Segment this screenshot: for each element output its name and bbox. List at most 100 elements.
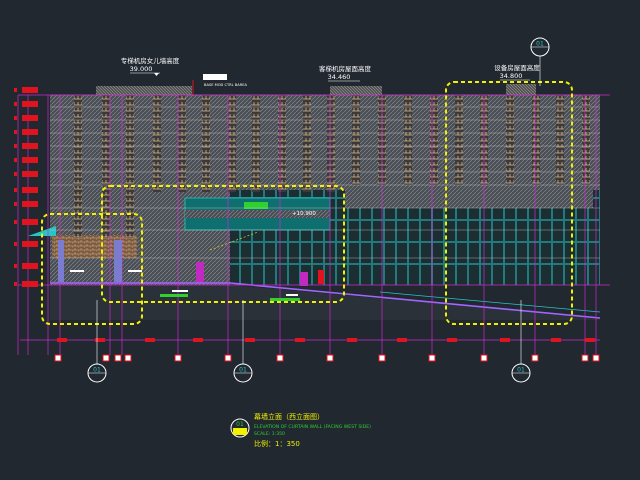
level-tick (14, 116, 17, 120)
canopy-triangle (28, 226, 56, 236)
callout-bubbles: 01 01 01 01 (87, 37, 550, 383)
building-body (28, 95, 601, 320)
green-tag (244, 202, 268, 209)
callout-bottom-2: 01 (239, 367, 247, 374)
level-marker (22, 171, 38, 177)
scale-cn: 比例：1：350 (254, 439, 300, 448)
level-marker (22, 115, 38, 121)
dimension-tick (145, 338, 155, 342)
facade-column (532, 95, 540, 185)
axis-marker (102, 354, 110, 362)
facade-column (506, 95, 514, 185)
mid-level-label: +10.900 (292, 211, 316, 217)
axis-marker (378, 354, 386, 362)
axis-marker (54, 354, 62, 362)
level-marker (22, 281, 38, 287)
level-marker (22, 87, 38, 93)
level-marker (22, 241, 38, 247)
level-tick (14, 88, 17, 92)
axis-marker (531, 354, 539, 362)
level-markers (14, 87, 38, 287)
title-badge: 01 (236, 421, 244, 428)
dimension-tick (347, 338, 357, 342)
title-cn: 幕墙立面（西立面图） (254, 412, 324, 421)
facade-column (352, 95, 360, 185)
top-annotations: 专梯机房女儿墙高度 39.000 客梯机房屋面高度 34.460 设备房屋面高度… (121, 56, 541, 217)
level-marker (22, 201, 38, 207)
note-tag: BASE MOD CTRL BAREA (204, 83, 247, 87)
axis-marker (428, 354, 436, 362)
facade-column (202, 95, 210, 192)
callout-top: 01 (536, 41, 544, 48)
axis-marker (174, 354, 182, 362)
detail-marks (58, 231, 324, 301)
callout-bottom-3: 01 (517, 367, 525, 374)
ground-line (229, 282, 601, 319)
dimension-tick (193, 338, 203, 342)
facade-column (303, 95, 311, 192)
note-box (203, 74, 227, 80)
annotation-label-2: 客梯机房屋面高度 (319, 64, 372, 73)
level-tick (14, 264, 17, 268)
axis-grid (17, 94, 610, 355)
dimension-tick (95, 338, 105, 342)
facade-column (178, 95, 186, 192)
dimension-tick (295, 338, 305, 342)
annotation-label-1: 专梯机房女儿墙高度 (121, 56, 180, 65)
level-marker (22, 143, 38, 149)
facade-column (556, 95, 564, 185)
facade-column (455, 95, 463, 185)
annotation-value-2: 34.460 (328, 73, 351, 81)
title-block: 01 幕墙立面（西立面图） ELEVATION OF CURTAIN WALL … (230, 412, 371, 448)
highlight-zones (41, 81, 573, 325)
facade-column (582, 95, 590, 185)
facade-column (327, 95, 335, 192)
axis-marker (224, 354, 232, 362)
annotation-value-3: 34.800 (500, 72, 523, 80)
scale-en: SCALE: 1:350 (254, 431, 285, 437)
level-tick (14, 102, 17, 106)
dimension-tick (447, 338, 457, 342)
roof-structures (96, 74, 536, 95)
level-tick (14, 188, 17, 192)
axis-marker (326, 354, 334, 362)
level-marker (22, 263, 38, 269)
level-tick (14, 202, 17, 206)
facade-column (153, 95, 161, 192)
annotation-value-1: 39.000 (130, 65, 153, 73)
level-marker (22, 129, 38, 135)
title-en: ELEVATION OF CURTAIN WALL (FACING WEST S… (254, 424, 371, 430)
callout-bottom-1: 01 (93, 367, 101, 374)
axis-marker (114, 354, 122, 362)
level-tick (14, 158, 17, 162)
dimension-tick (500, 338, 510, 342)
dimension-tick (57, 338, 67, 342)
axis-marker (124, 354, 132, 362)
dimension-tick (397, 338, 407, 342)
brick-band (52, 235, 137, 258)
level-marker (22, 101, 38, 107)
facade-column (430, 95, 438, 185)
level-tick (14, 172, 17, 176)
facade-column (102, 95, 110, 238)
level-tick (14, 282, 17, 286)
axis-marker (592, 354, 600, 362)
dimension-tick (585, 338, 595, 342)
annotation-label-3: 设备房屋面高度 (494, 63, 540, 72)
axis-marker (276, 354, 284, 362)
level-marker (22, 219, 38, 225)
level-tick (14, 220, 17, 224)
level-tick (14, 242, 17, 246)
facade-column (74, 95, 82, 238)
dimension-tick (245, 338, 255, 342)
facade-column (278, 95, 286, 192)
level-tick (14, 130, 17, 134)
dimension-tick (551, 338, 561, 342)
level-marker (22, 187, 38, 193)
facade-column (126, 95, 134, 238)
level-tick (14, 144, 17, 148)
axis-marker (480, 354, 488, 362)
level-marker (22, 157, 38, 163)
axis-marker (581, 354, 589, 362)
